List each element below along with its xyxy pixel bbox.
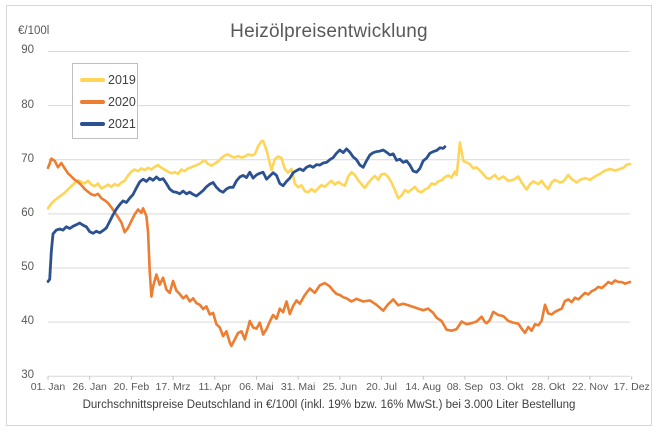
legend: 2019 2020 2021 xyxy=(72,63,138,139)
x-axis-tick-label: 03. Okt xyxy=(489,381,524,393)
series-line-2019 xyxy=(46,139,632,210)
x-axis-tick-label: 17. Mrz xyxy=(155,381,191,393)
x-axis-tick-label: 08. Sep xyxy=(446,381,484,393)
y-axis-tick-label: 60 xyxy=(21,206,34,219)
chart-caption: Durchschnittspreise Deutschland in €/100… xyxy=(82,399,576,411)
y-axis-tick-label: 50 xyxy=(21,260,34,273)
legend-label: 2019 xyxy=(108,73,136,87)
legend-line-swatch xyxy=(80,122,105,126)
legend-item-2021: 2021 xyxy=(80,113,137,135)
x-axis-tick-label: 20. Feb xyxy=(113,381,150,393)
x-axis-tick-label: 26. Jan xyxy=(72,381,107,393)
x-axis-tick-label: 31. Mai xyxy=(280,381,316,393)
x-axis-tick-label: 17. Dez xyxy=(613,381,650,393)
y-axis-tick-label: 70 xyxy=(21,152,34,165)
y-axis-tick-label: 90 xyxy=(21,44,34,57)
y-axis-unit-label: €/100l xyxy=(18,25,50,37)
y-axis-tick-label: 40 xyxy=(21,315,34,328)
x-axis-tick-label: 22. Nov xyxy=(571,381,609,393)
x-axis-tick-label: 06. Mai xyxy=(239,381,274,393)
x-axis-tick-label: 20. Jul xyxy=(366,381,397,393)
legend-line-swatch xyxy=(80,100,105,104)
x-axis-tick-label: 14. Aug xyxy=(405,381,442,393)
x-axis-tick-label: 01. Jan xyxy=(30,381,66,393)
x-axis-tick-label: 28. Okt xyxy=(531,381,566,393)
legend-item-2019: 2019 xyxy=(80,69,137,91)
x-axis-tick-label: 25. Jun xyxy=(322,381,358,393)
series-line-2021 xyxy=(46,145,447,283)
legend-label: 2020 xyxy=(108,95,136,109)
legend-line-swatch xyxy=(80,78,105,82)
x-axis-tick-label: 11. Apr xyxy=(198,381,232,393)
y-axis-tick-label: 80 xyxy=(21,98,34,111)
series-line-2020 xyxy=(46,157,632,348)
y-axis-tick-label: 30 xyxy=(21,369,34,382)
legend-item-2020: 2020 xyxy=(80,91,137,113)
chart-title: Heizölpreisentwicklung xyxy=(230,21,428,42)
legend-label: 2021 xyxy=(108,117,136,131)
